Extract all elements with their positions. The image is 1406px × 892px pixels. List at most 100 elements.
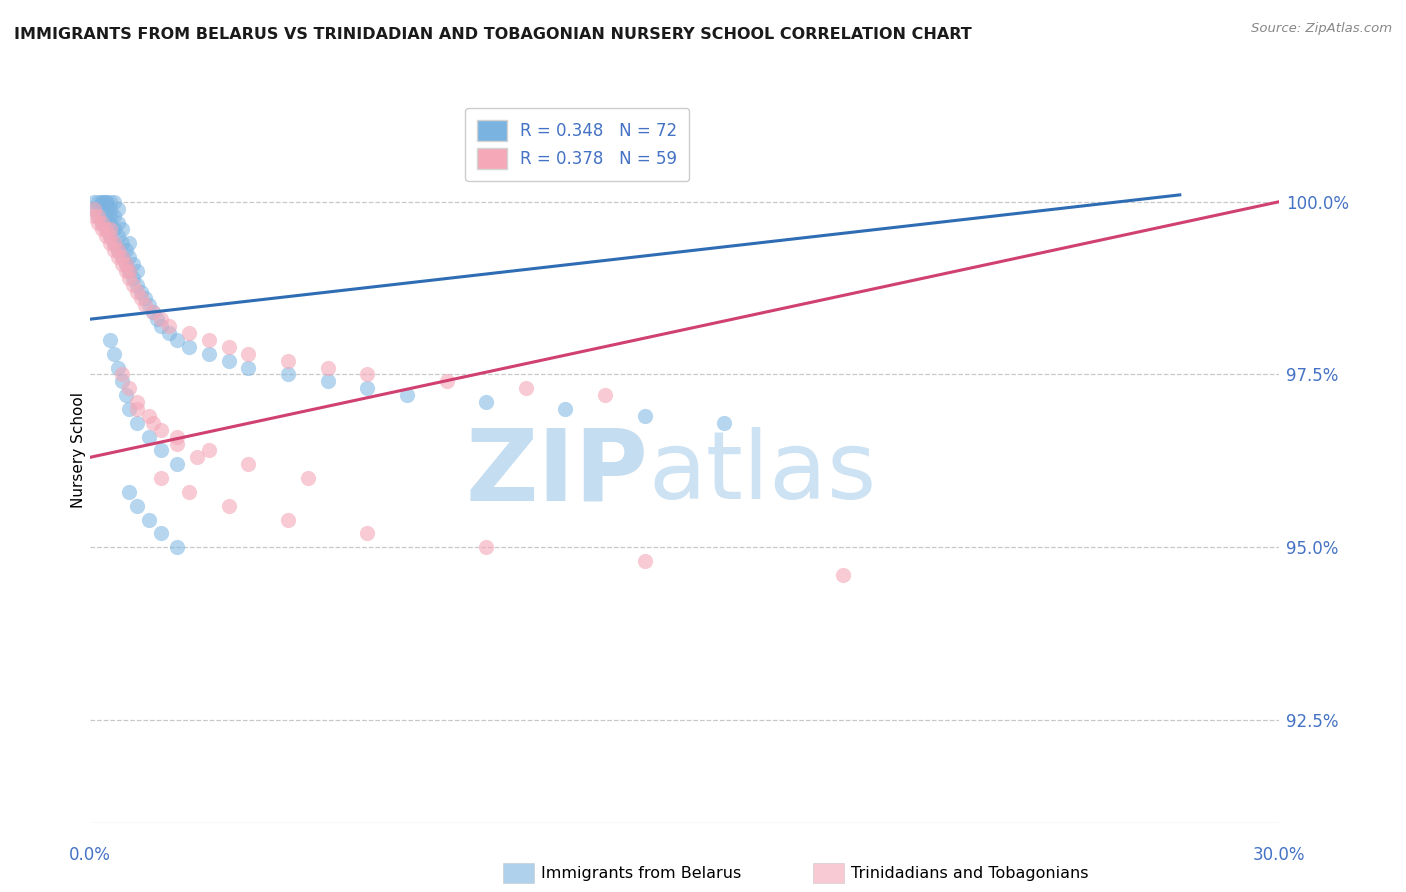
Point xyxy=(83,202,105,216)
Point xyxy=(98,222,121,236)
Point xyxy=(90,194,112,209)
Point xyxy=(713,416,735,430)
Point xyxy=(127,499,149,513)
Point xyxy=(150,312,173,326)
Point xyxy=(356,526,378,541)
Text: ZIP: ZIP xyxy=(465,425,648,521)
Point xyxy=(107,250,129,264)
Point xyxy=(118,484,141,499)
Point xyxy=(166,436,188,450)
Y-axis label: Nursery School: Nursery School xyxy=(72,392,86,508)
Point xyxy=(142,305,165,319)
Point xyxy=(118,270,141,285)
Point xyxy=(150,423,173,437)
Point xyxy=(118,381,141,395)
Text: 0.0%: 0.0% xyxy=(69,846,111,863)
Point xyxy=(150,443,173,458)
Point xyxy=(634,409,657,423)
Point xyxy=(395,388,418,402)
Point xyxy=(475,540,498,554)
Point xyxy=(98,215,121,229)
Point xyxy=(218,353,240,368)
Point xyxy=(103,222,125,236)
Point xyxy=(634,554,657,568)
Point xyxy=(166,457,188,471)
Point xyxy=(118,250,141,264)
Point xyxy=(316,360,339,375)
Point xyxy=(127,416,149,430)
Point xyxy=(118,264,141,278)
Point xyxy=(127,277,149,292)
Point xyxy=(94,222,117,236)
Point xyxy=(107,215,129,229)
Point xyxy=(166,333,188,347)
Point xyxy=(316,375,339,389)
Point xyxy=(238,360,260,375)
Point xyxy=(127,264,149,278)
Point xyxy=(277,368,299,382)
Text: 30.0%: 30.0% xyxy=(1253,846,1305,863)
Point xyxy=(218,340,240,354)
Text: Source: ZipAtlas.com: Source: ZipAtlas.com xyxy=(1251,22,1392,36)
Text: Immigrants from Belarus: Immigrants from Belarus xyxy=(541,866,741,880)
Legend: R = 0.348   N = 72, R = 0.378   N = 59: R = 0.348 N = 72, R = 0.378 N = 59 xyxy=(465,108,689,181)
Point xyxy=(122,257,145,271)
Point xyxy=(138,409,160,423)
Point xyxy=(98,229,121,244)
Point xyxy=(356,381,378,395)
Point xyxy=(131,285,153,299)
Point xyxy=(83,209,105,223)
Point xyxy=(98,236,121,251)
Point xyxy=(832,567,855,582)
Point xyxy=(150,526,173,541)
Point xyxy=(118,402,141,417)
Point xyxy=(166,540,188,554)
Point xyxy=(98,202,121,216)
Point xyxy=(114,264,136,278)
Point xyxy=(114,243,136,257)
Point xyxy=(593,388,616,402)
Point xyxy=(122,277,145,292)
Point xyxy=(134,292,156,306)
Point xyxy=(103,243,125,257)
Point xyxy=(118,236,141,251)
Point xyxy=(107,202,129,216)
Point xyxy=(83,194,105,209)
Point xyxy=(90,215,112,229)
Point xyxy=(110,375,132,389)
Point xyxy=(177,340,200,354)
Point xyxy=(475,395,498,409)
Point xyxy=(177,484,200,499)
Point xyxy=(118,264,141,278)
Point xyxy=(107,360,129,375)
Point xyxy=(114,388,136,402)
Point xyxy=(107,229,129,244)
Point xyxy=(127,395,149,409)
Point xyxy=(515,381,537,395)
Point xyxy=(138,430,160,444)
Point xyxy=(166,430,188,444)
Point xyxy=(142,305,165,319)
Point xyxy=(554,402,576,417)
Point xyxy=(157,319,180,334)
Point xyxy=(131,292,153,306)
Point xyxy=(157,326,180,340)
Point xyxy=(138,298,160,312)
Point xyxy=(197,347,219,361)
Point xyxy=(98,229,121,244)
Point xyxy=(103,236,125,251)
Point xyxy=(356,368,378,382)
Point xyxy=(103,194,125,209)
Point xyxy=(83,202,105,216)
Point xyxy=(142,416,165,430)
Point xyxy=(87,209,110,223)
Point xyxy=(110,250,132,264)
Point xyxy=(87,194,110,209)
Point xyxy=(197,333,219,347)
Point xyxy=(146,312,169,326)
Point xyxy=(98,333,121,347)
Point xyxy=(110,250,132,264)
Point xyxy=(87,209,110,223)
Point xyxy=(103,209,125,223)
Point xyxy=(90,194,112,209)
